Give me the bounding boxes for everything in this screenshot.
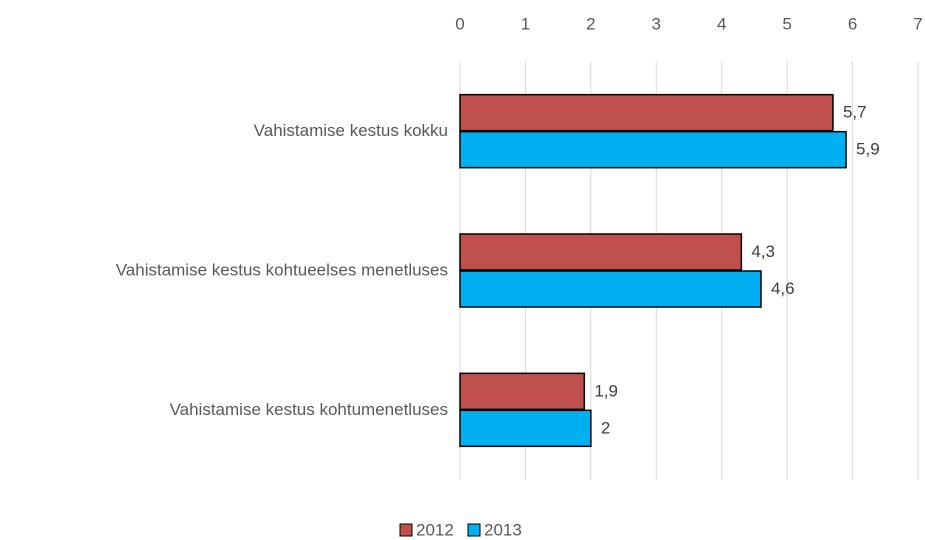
bar: [459, 270, 762, 308]
x-tick-label: 2: [586, 14, 595, 33]
x-tick-label: 5: [782, 14, 791, 33]
x-tick-label: 7: [913, 14, 922, 33]
category-label: Vahistamise kestus kohtumenetluses: [170, 400, 448, 419]
x-tick-label: 6: [848, 14, 857, 33]
legend-swatch: [467, 523, 481, 537]
bar: [459, 93, 834, 132]
legend-label: 2013: [484, 520, 522, 539]
legend-swatch: [399, 523, 413, 537]
bar: [459, 233, 743, 271]
value-label: 5,9: [856, 140, 880, 159]
legend-label: 2012: [416, 520, 454, 539]
x-tick-label: 0: [455, 14, 464, 33]
category-label: Vahistamise kestus kokku: [254, 121, 448, 140]
bar: [459, 130, 847, 169]
value-label: 4,6: [771, 279, 795, 298]
bar: [459, 372, 586, 411]
bar: [459, 409, 592, 448]
category-label: Vahistamise kestus kohtueelses menetluse…: [116, 260, 448, 279]
value-label: 1,9: [594, 381, 618, 400]
x-tick-label: 4: [717, 14, 726, 33]
x-tick-label: 1: [521, 14, 530, 33]
x-tick-label: 3: [652, 14, 661, 33]
value-label: 5,7: [843, 103, 867, 122]
value-label: 4,3: [751, 242, 775, 261]
value-label: 2: [601, 418, 610, 437]
